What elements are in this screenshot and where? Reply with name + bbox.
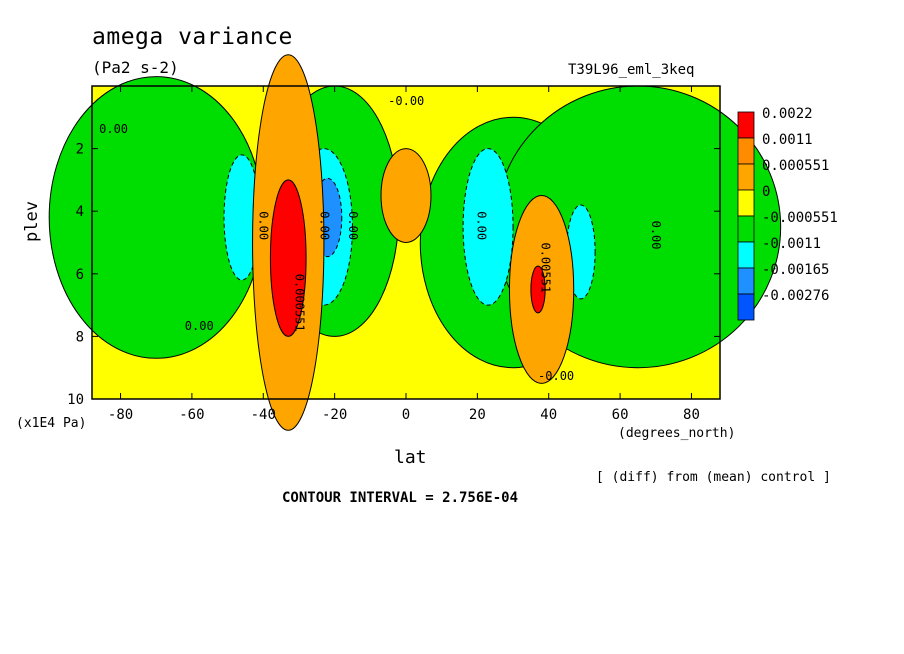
contour-interval: CONTOUR INTERVAL = 2.756E-04 bbox=[282, 490, 519, 506]
contour-label: 0.000551 bbox=[292, 274, 306, 332]
y-tick-label: 6 bbox=[76, 267, 84, 283]
legend-label: -0.00276 bbox=[762, 288, 829, 304]
x-axis-label: lat bbox=[394, 447, 427, 468]
region-orange-13 bbox=[380, 148, 432, 244]
contour-label: 0.00 bbox=[185, 319, 214, 333]
color-legend: 0.0022 0.0011 0.000551 0 -0.000551 -0.0011 -0.… bbox=[737, 106, 838, 321]
x-tick-label: -80 bbox=[108, 407, 133, 423]
legend-label: -0.0011 bbox=[762, 236, 821, 252]
legend-label: -0.00165 bbox=[762, 262, 829, 278]
contour-label: 0.00 bbox=[317, 211, 331, 240]
legend-swatch bbox=[737, 189, 755, 217]
legend-swatch bbox=[737, 215, 755, 243]
y-axis-units: (x1E4 Pa) bbox=[16, 416, 87, 431]
contour-label: 0.00551 bbox=[539, 243, 553, 294]
legend-label: 0.000551 bbox=[762, 158, 829, 174]
legend-swatch bbox=[737, 137, 755, 165]
x-tick-label: -20 bbox=[322, 407, 347, 423]
contour-label: 0.00 bbox=[99, 122, 128, 136]
contour-label: -0.00 bbox=[388, 94, 424, 108]
legend-label: -0.000551 bbox=[762, 210, 838, 226]
legend-swatch bbox=[737, 111, 755, 139]
x-tick-label: 20 bbox=[469, 407, 486, 423]
x-tick-label: -60 bbox=[179, 407, 204, 423]
legend-swatch bbox=[737, 293, 755, 321]
x-tick-label: 60 bbox=[612, 407, 629, 423]
y-tick-label: 10 bbox=[67, 392, 84, 408]
y-tick-label: 2 bbox=[76, 142, 84, 158]
plot-area: 0.00 0.00 0.00 0.00 0.00 0.00 0.00 0.00551 0.000… bbox=[48, 54, 782, 431]
region-red-10 bbox=[269, 179, 307, 337]
x-axis-units: (degrees_north) bbox=[618, 426, 736, 441]
contour-label: 0.00 bbox=[346, 211, 360, 240]
axes: -80 -60 -40 -20 0 20 40 60 80 2 4 6 8 10 bbox=[67, 85, 721, 423]
legend-swatch bbox=[737, 267, 755, 295]
contour-label: 0.00 bbox=[649, 221, 663, 250]
chart-units: (Pa2 s-2) bbox=[92, 58, 179, 77]
y-tick-label: 8 bbox=[76, 329, 84, 345]
run-id: T39L96_eml_3keq bbox=[568, 62, 695, 78]
x-tick-label: 80 bbox=[683, 407, 700, 423]
x-tick-label: 40 bbox=[540, 407, 557, 423]
legend-label: 0.0022 bbox=[762, 106, 813, 122]
x-tick-label: 0 bbox=[402, 407, 410, 423]
contour-label: -0.00 bbox=[538, 369, 574, 383]
legend-label: 0.0011 bbox=[762, 132, 813, 148]
chart-title: amega variance bbox=[92, 24, 293, 50]
region-cyan-7 bbox=[462, 148, 514, 306]
y-tick-label: 4 bbox=[76, 204, 84, 220]
legend-label: 0 bbox=[762, 184, 770, 200]
contour-label: 0.00 bbox=[474, 211, 488, 240]
contour-label: 0.00 bbox=[257, 211, 271, 240]
legend-swatch bbox=[737, 241, 755, 269]
region-red-12 bbox=[530, 265, 546, 314]
legend-swatch bbox=[737, 163, 755, 191]
x-tick-label: -40 bbox=[251, 407, 276, 423]
diff-note: [ (diff) from (mean) control ] bbox=[596, 470, 831, 485]
